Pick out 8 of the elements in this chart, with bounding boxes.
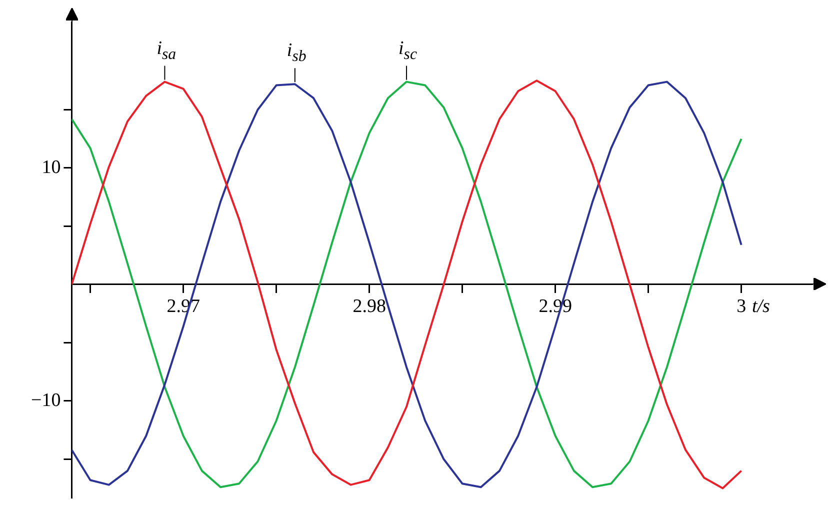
y-tick-label: 10 (42, 156, 61, 178)
x-axis-title: t/s (752, 296, 770, 318)
x-tick-label: 3 (736, 296, 746, 317)
series-label: i$_{sc}$ (398, 38, 417, 63)
series-label: i$_{sa}$ (156, 38, 176, 63)
x-tick-label: 2.98 (352, 296, 386, 317)
y-tick-label: −10 (30, 390, 61, 411)
series-label: i$_{sb}$ (286, 40, 306, 65)
